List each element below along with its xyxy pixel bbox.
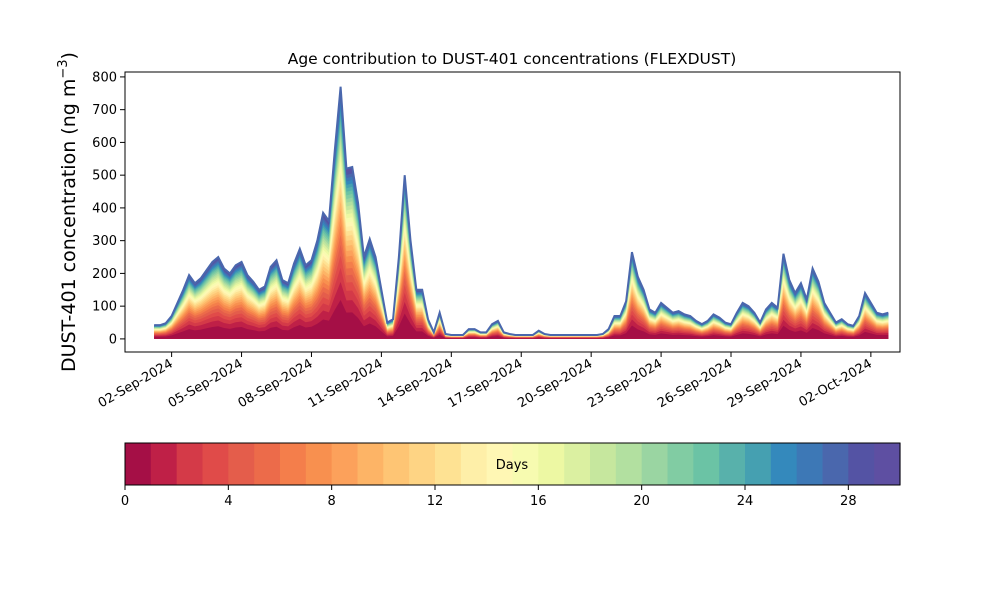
colorbar-cell <box>176 443 204 485</box>
colorbar-cell <box>874 443 901 485</box>
colorbar-cell <box>796 443 824 485</box>
y-tick-label: 700 <box>92 103 117 118</box>
y-tick-label: 800 <box>92 70 117 85</box>
x-tick-label: 23-Sep-2024 <box>585 356 665 411</box>
colorbar-cell <box>641 443 669 485</box>
colorbar-cell <box>822 443 849 485</box>
colorbar-cell <box>331 443 359 485</box>
colorbar-cell <box>150 443 178 485</box>
colorbar-cell <box>745 443 772 485</box>
x-tick-label: 02-Oct-2024 <box>796 356 874 410</box>
colorbar-tick-label: 20 <box>633 494 650 509</box>
colorbar-cell <box>564 443 591 485</box>
x-tick-label: 20-Sep-2024 <box>515 356 595 411</box>
y-axis: 0 100 200 300 400 500 600 700 800 <box>92 70 125 347</box>
y-tick-label: 0 <box>109 332 117 347</box>
colorbar-cell <box>848 443 875 485</box>
colorbar-cell <box>435 443 462 485</box>
x-tick-label: 17-Sep-2024 <box>445 356 525 411</box>
x-tick-label: 08-Sep-2024 <box>236 356 316 411</box>
stacked-areas <box>154 86 889 339</box>
colorbar-tick-label: 12 <box>427 494 444 509</box>
chart-title: Age contribution to DUST-401 concentrati… <box>288 50 737 68</box>
plot-frame <box>124 71 901 353</box>
y-tick-label: 200 <box>92 267 117 282</box>
y-tick-label: 300 <box>92 234 117 249</box>
x-tick-label: 26-Sep-2024 <box>655 356 735 411</box>
colorbar-cell <box>486 443 514 485</box>
colorbar-label: Days <box>496 458 529 473</box>
colorbar-tick-label: 28 <box>840 494 857 509</box>
colorbar-cell <box>590 443 617 485</box>
total-concentration-line <box>154 86 889 336</box>
colorbar-cell <box>254 443 281 485</box>
colorbar-tick-label: 4 <box>224 494 232 509</box>
y-tick-label: 500 <box>92 169 117 184</box>
y-tick-label: 100 <box>92 300 117 315</box>
colorbar-cell <box>305 443 333 485</box>
colorbar-cell <box>460 443 488 485</box>
colorbar-cell <box>125 443 152 485</box>
y-tick-label: 400 <box>92 201 117 216</box>
x-axis: 02-Sep-202405-Sep-202408-Sep-202411-Sep-… <box>96 352 875 411</box>
colorbar-cell <box>719 443 746 485</box>
colorbar-frame <box>124 442 901 486</box>
colorbar-cell <box>538 443 565 485</box>
colorbar-cell <box>357 443 384 485</box>
colorbar-tick-label: 16 <box>530 494 547 509</box>
colorbar: Days 0 4 8 12 16 20 24 28 <box>121 442 901 509</box>
colorbar-cell <box>667 443 694 485</box>
x-tick-label: 29-Sep-2024 <box>725 356 805 411</box>
x-tick-label: 05-Sep-2024 <box>166 356 246 411</box>
x-tick-label: 02-Sep-2024 <box>96 356 176 411</box>
colorbar-cell <box>409 443 436 485</box>
x-tick-label: 11-Sep-2024 <box>306 356 386 411</box>
colorbar-tick-label: 24 <box>737 494 754 509</box>
colorbar-cell <box>512 443 539 485</box>
colorbar-cell <box>280 443 307 485</box>
colorbar-cell <box>383 443 410 485</box>
colorbar-cell <box>202 443 229 485</box>
y-axis-label: DUST-401 concentration (ng m−3) <box>56 52 80 372</box>
x-tick-label: 14-Sep-2024 <box>375 356 455 411</box>
colorbar-tick-label: 0 <box>121 494 129 509</box>
colorbar-cell <box>615 443 643 485</box>
colorbar-tick-label: 8 <box>328 494 336 509</box>
age-band-area <box>154 300 889 339</box>
colorbar-cell <box>228 443 255 485</box>
y-tick-label: 600 <box>92 136 117 151</box>
colorbar-cell <box>770 443 798 485</box>
colorbar-cell <box>693 443 720 485</box>
